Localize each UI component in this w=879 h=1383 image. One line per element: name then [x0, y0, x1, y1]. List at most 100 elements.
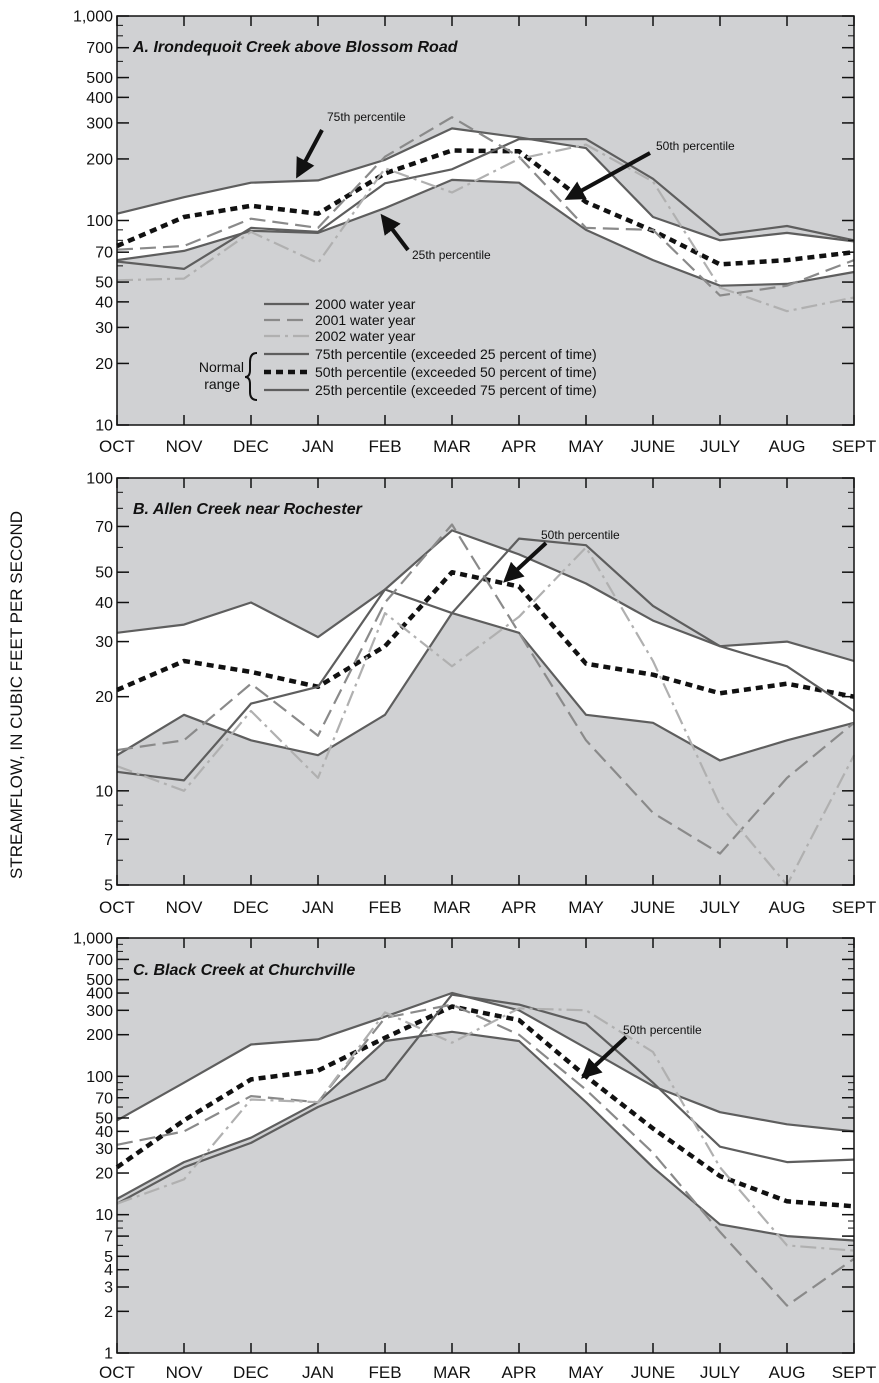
series-p50	[115, 1004, 855, 1209]
series-wy2000	[116, 138, 855, 270]
x-tick-label: JAN	[302, 898, 334, 917]
x-tick-label: JAN	[302, 437, 334, 456]
y-tick-label: 5	[104, 1249, 113, 1266]
y-tick-label: 30	[95, 320, 113, 337]
series-wy2002	[116, 143, 855, 313]
series-wy2001	[116, 1003, 855, 1307]
series-p75	[116, 991, 855, 1133]
series-wy2002	[116, 1007, 855, 1252]
annotation-label: 75th percentile	[327, 110, 406, 124]
x-tick-label: SEPT	[832, 898, 876, 917]
x-tick-label: JUNE	[631, 437, 675, 456]
x-tick-label: OCT	[99, 1363, 135, 1382]
y-tick-label: 70	[95, 519, 113, 536]
series-wy2000	[116, 537, 855, 782]
x-tick-label: SEPT	[832, 437, 876, 456]
y-tick-label: 7	[104, 1229, 113, 1246]
y-tick-label: 1	[104, 1346, 113, 1363]
x-tick-label: MAR	[433, 898, 471, 917]
normal-range-band	[117, 993, 854, 1241]
x-tick-label: SEPT	[832, 1363, 876, 1382]
x-tick-label: AUG	[769, 898, 806, 917]
x-tick-label: DEC	[233, 1363, 269, 1382]
x-tick-label: AUG	[769, 437, 806, 456]
y-tick-label: 50	[95, 1110, 113, 1127]
legend-group-label: range	[204, 376, 240, 392]
y-tick-label: 2	[104, 1304, 113, 1321]
annotation-label: 25th percentile	[412, 248, 491, 262]
y-tick-label: 300	[86, 1003, 113, 1020]
annotation: 50th percentile	[564, 139, 735, 200]
y-tick-label: 20	[95, 1166, 113, 1183]
y-tick-label: 400	[86, 90, 113, 107]
x-tick-label: MAR	[433, 437, 471, 456]
x-tick-label: DEC	[233, 437, 269, 456]
y-tick-label: 4	[104, 1262, 113, 1279]
series-wy2001	[116, 116, 855, 297]
series-p75	[116, 529, 855, 663]
panel-title: A. Irondequoit Creek above Blossom Road	[132, 39, 459, 56]
x-tick-label: JUNE	[631, 898, 675, 917]
legend-brace	[244, 352, 258, 401]
x-tick-label: MAY	[568, 898, 604, 917]
y-tick-label: 200	[86, 151, 113, 168]
y-tick-label: 7	[104, 832, 113, 849]
annotation-arrow	[503, 541, 548, 583]
annotation-label: 50th percentile	[541, 528, 620, 542]
plot-frame	[116, 937, 855, 1354]
x-tick-label: FEB	[368, 898, 401, 917]
y-tick-label: 100	[86, 1069, 113, 1086]
annotation-arrow	[296, 129, 324, 179]
y-tick-label: 1,000	[73, 931, 113, 948]
x-tick-label: AUG	[769, 1363, 806, 1382]
y-tick-label: 5	[104, 878, 113, 895]
y-tick-label: 70	[95, 245, 113, 262]
y-tick-label: 400	[86, 986, 113, 1003]
y-axis-label: STREAMFLOW, IN CUBIC FEET PER SECOND	[7, 511, 26, 879]
x-tick-label: JULY	[700, 437, 740, 456]
legend-label-wy2000: 2000 water year	[315, 296, 416, 312]
y-tick-label: 700	[86, 952, 113, 969]
x-tick-label: JULY	[700, 1363, 740, 1382]
normal-range-band	[117, 530, 854, 761]
series-wy2001	[116, 523, 855, 855]
plot-frame	[116, 477, 855, 886]
x-tick-label: JUNE	[631, 1363, 675, 1382]
annotation-arrow	[581, 1035, 628, 1079]
y-tick-label: 3	[104, 1279, 113, 1296]
y-tick-label: 30	[95, 634, 113, 651]
x-tick-label: NOV	[166, 437, 204, 456]
y-tick-label: 10	[95, 1207, 113, 1224]
y-tick-label: 700	[86, 40, 113, 57]
panel-title: C. Black Creek at Churchville	[133, 962, 355, 979]
y-tick-label: 10	[95, 783, 113, 800]
series-p25	[116, 611, 855, 762]
y-tick-label: 1,000	[73, 9, 113, 26]
x-tick-label: OCT	[99, 898, 135, 917]
y-tick-label: 30	[95, 1141, 113, 1158]
legend-label-wy2001: 2001 water year	[315, 312, 416, 328]
x-tick-label: DEC	[233, 898, 269, 917]
y-tick-label: 20	[95, 356, 113, 373]
x-tick-label: MAR	[433, 1363, 471, 1382]
annotation: 50th percentile	[581, 1023, 702, 1079]
panel-b: 5 7 10 20 30 40 50 70 100 OCT NOV DEC JAN FEB MAR APR MA…	[86, 471, 876, 918]
y-tick-label: 50	[95, 275, 113, 292]
y-tick-label: 40	[95, 1124, 113, 1141]
x-tick-label: MAY	[568, 1363, 604, 1382]
x-tick-label: APR	[502, 898, 537, 917]
y-tick-label: 300	[86, 115, 113, 132]
y-tick-label: 40	[95, 595, 113, 612]
x-tick-label: APR	[502, 1363, 537, 1382]
y-tick-label: 20	[95, 689, 113, 706]
x-tick-label: APR	[502, 437, 537, 456]
panel-title: B. Allen Creek near Rochester	[133, 501, 363, 518]
x-tick-label: NOV	[166, 898, 204, 917]
series-wy2000	[116, 993, 855, 1205]
y-tick-label: 70	[95, 1090, 113, 1107]
annotation-label: 50th percentile	[656, 139, 735, 153]
y-tick-label: 200	[86, 1027, 113, 1044]
y-tick-label: 500	[86, 70, 113, 87]
